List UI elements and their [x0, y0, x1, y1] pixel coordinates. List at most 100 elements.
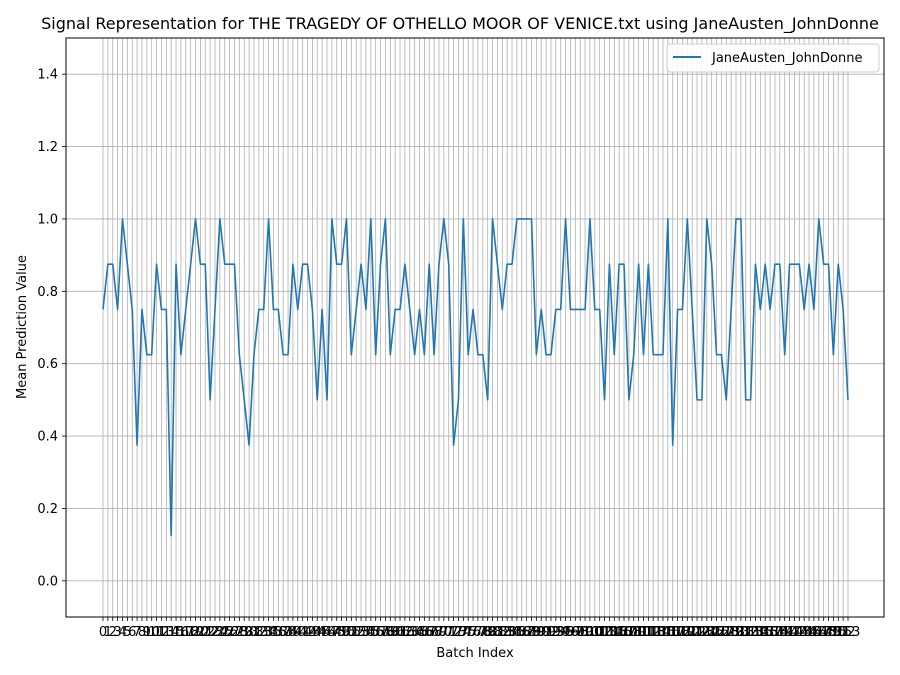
x-tick-label: 121 — [680, 625, 705, 640]
x-axis: 0123456789101112131415161718192021222324… — [99, 617, 860, 640]
x-tick-label: 141 — [777, 625, 802, 640]
x-tick-label: 66 — [416, 625, 433, 640]
x-tick-label: 44 — [309, 625, 326, 640]
x-tick-label: 82 — [494, 625, 511, 640]
x-tick-label: 20 — [192, 625, 209, 640]
x-tick-label: 90 — [533, 625, 550, 640]
y-axis: 0.0 0.2 0.4 0.6 0.8 1.0 1.2 1.4 — [37, 68, 66, 589]
x-tick-label: 37 — [275, 625, 292, 640]
x-tick-label: 88 — [523, 625, 540, 640]
x-tick-label: 145 — [797, 625, 822, 640]
series-line — [102, 218, 849, 537]
x-tick-label: 147 — [806, 625, 831, 640]
grid — [66, 38, 884, 617]
x-tick-label: 10 — [143, 625, 160, 640]
x-tick-label: 23 — [207, 625, 224, 640]
x-tick-label: 131 — [728, 625, 753, 640]
x-tick-label: 95 — [557, 625, 574, 640]
x-tick-label: 83 — [499, 625, 516, 640]
x-tick-label: 133 — [738, 625, 763, 640]
x-tick-label: 70 — [436, 625, 453, 640]
x-tick-label: 149 — [816, 625, 841, 640]
x-tick-label: 113 — [641, 625, 666, 640]
x-tick-label: 29 — [236, 625, 253, 640]
x-tick-label: 142 — [782, 625, 807, 640]
x-tick-label: 22 — [202, 625, 219, 640]
y-tick-label: 1.0 — [37, 212, 58, 227]
x-tick-label: 21 — [197, 625, 214, 640]
x-tick-label: 96 — [562, 625, 579, 640]
x-tick-label: 38 — [280, 625, 297, 640]
y-tick-label: 1.2 — [37, 140, 58, 155]
x-tick-label: 59 — [382, 625, 399, 640]
x-tick-label: 28 — [231, 625, 248, 640]
x-tick-label: 111 — [631, 625, 656, 640]
x-tick-label: 48 — [328, 625, 345, 640]
x-tick-label: 32 — [251, 625, 268, 640]
x-tick-label: 151 — [826, 625, 851, 640]
legend: JaneAusten_JohnDonne — [666, 43, 880, 73]
x-tick-label: 12 — [153, 625, 170, 640]
x-tick-label: 41 — [294, 625, 311, 640]
x-tick-label: 125 — [699, 625, 724, 640]
x-tick-label: 81 — [489, 625, 506, 640]
x-tick-label: 123 — [690, 625, 715, 640]
x-tick-label: 54 — [358, 625, 375, 640]
x-tick-label: 60 — [387, 625, 404, 640]
x-tick-label: 26 — [221, 625, 238, 640]
x-tick-label: 85 — [509, 625, 526, 640]
x-tick-label: 105 — [602, 625, 627, 640]
x-tick-label: 107 — [612, 625, 637, 640]
x-tick-label: 75 — [460, 625, 477, 640]
x-tick-label: 4 — [118, 625, 126, 640]
x-tick-label: 126 — [704, 625, 729, 640]
x-tick-label: 1 — [104, 625, 112, 640]
x-tick-label: 116 — [655, 625, 680, 640]
x-tick-label: 118 — [665, 625, 690, 640]
x-tick-label: 71 — [440, 625, 457, 640]
y-tick-label: 0.6 — [37, 357, 58, 372]
x-tick-label: 86 — [513, 625, 530, 640]
x-tick-label: 76 — [465, 625, 482, 640]
y-tick-label: 1.4 — [37, 68, 58, 83]
x-tick-label: 69 — [431, 625, 448, 640]
x-tick-label: 45 — [314, 625, 331, 640]
x-tick-label: 78 — [475, 625, 492, 640]
x-tick-label: 99 — [577, 625, 594, 640]
x-tick-label: 27 — [226, 625, 243, 640]
x-tick-label: 62 — [397, 625, 414, 640]
x-tick-label: 53 — [353, 625, 370, 640]
x-tick-label: 40 — [289, 625, 306, 640]
x-tick-label: 25 — [216, 625, 233, 640]
x-tick-label: 42 — [299, 625, 316, 640]
x-tick-label: 33 — [255, 625, 272, 640]
x-tick-label: 129 — [719, 625, 744, 640]
x-tick-label: 122 — [685, 625, 710, 640]
x-tick-label: 130 — [724, 625, 749, 640]
x-tick-label: 134 — [743, 625, 768, 640]
x-tick-label: 137 — [758, 625, 783, 640]
x-tick-label: 144 — [792, 625, 817, 640]
x-tick-label: 55 — [363, 625, 380, 640]
x-tick-label: 114 — [646, 625, 671, 640]
x-tick-label: 91 — [538, 625, 555, 640]
x-tick-label: 108 — [616, 625, 641, 640]
x-tick-label: 136 — [753, 625, 778, 640]
x-tick-label: 117 — [660, 625, 685, 640]
x-tick-label: 135 — [748, 625, 773, 640]
x-tick-label: 89 — [528, 625, 545, 640]
x-tick-label: 79 — [479, 625, 496, 640]
y-tick-label: 0.0 — [37, 574, 58, 589]
x-tick-label: 97 — [567, 625, 584, 640]
x-tick-label: 47 — [324, 625, 341, 640]
x-tick-label: 24 — [212, 625, 229, 640]
x-tick-label: 0 — [99, 625, 107, 640]
x-tick-label: 30 — [241, 625, 258, 640]
x-tick-label: 120 — [675, 625, 700, 640]
x-tick-label: 73 — [450, 625, 467, 640]
x-tick-label: 124 — [694, 625, 719, 640]
x-tick-label: 46 — [319, 625, 336, 640]
x-tick-label: 148 — [811, 625, 836, 640]
x-tick-label: 64 — [406, 625, 423, 640]
